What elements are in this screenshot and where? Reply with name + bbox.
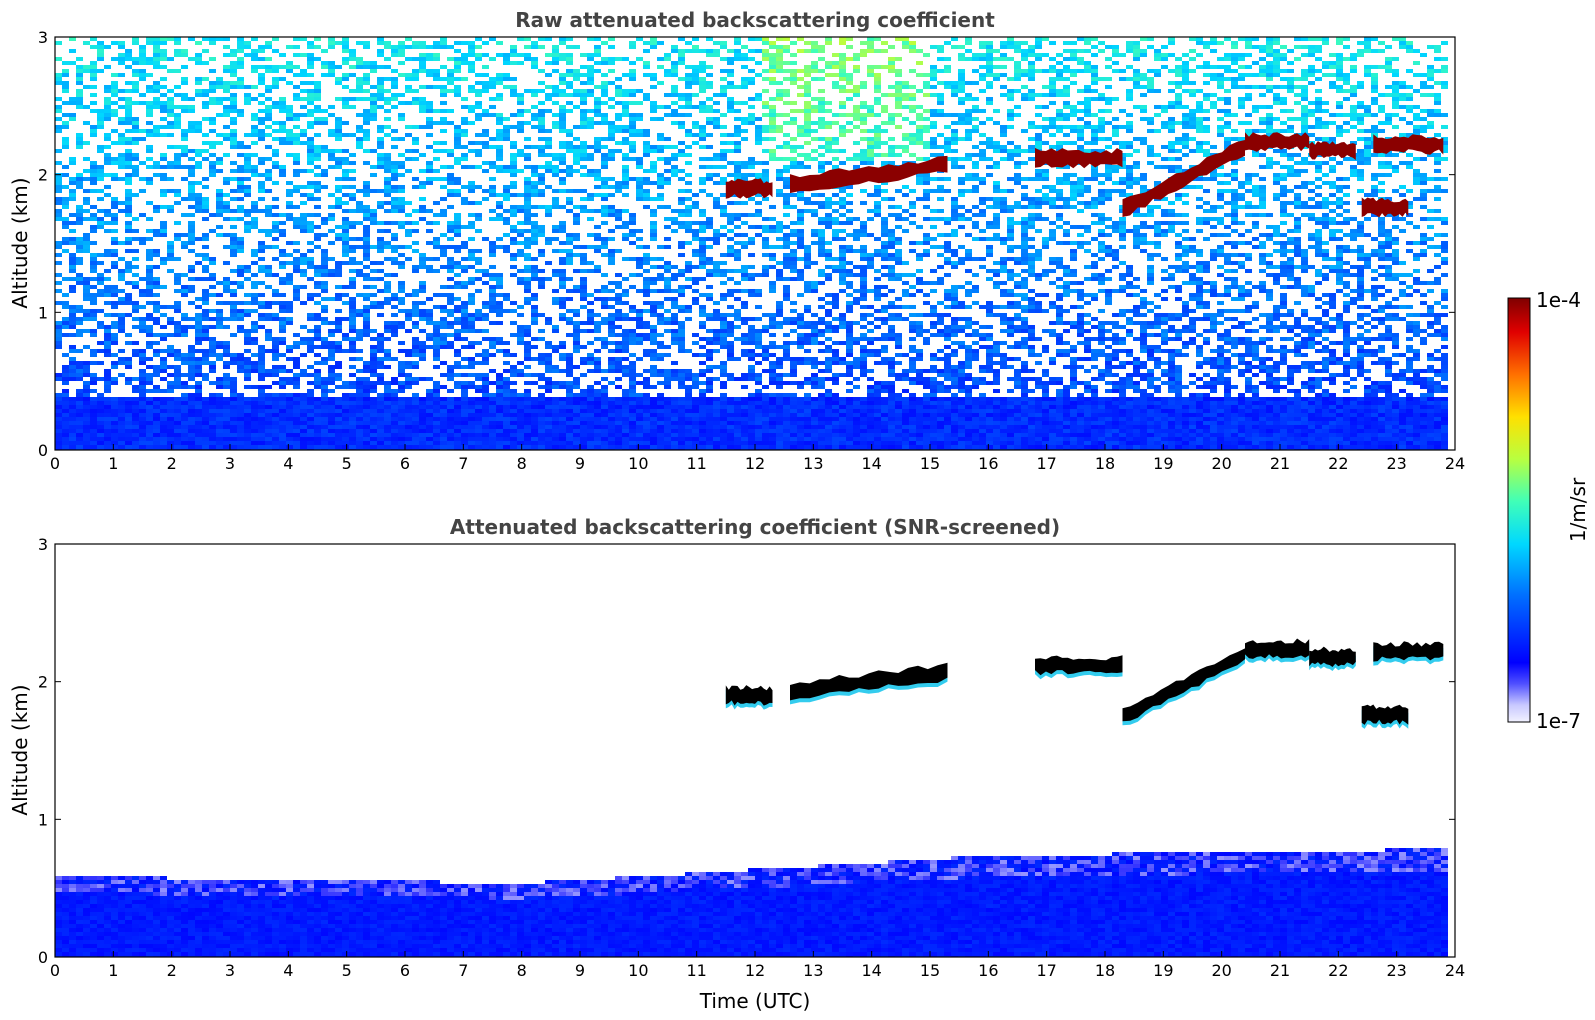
- screened-backscatter-panel: Attenuated backscattering coefficient (S…: [8, 515, 1465, 1013]
- screened-cloud-layer-2: [1035, 655, 1123, 676]
- screened-y-tick-label: 3: [38, 535, 48, 554]
- raw-x-tick-label: 17: [1036, 454, 1056, 473]
- raw-x-tick-label: 23: [1386, 454, 1406, 473]
- raw-x-tick-label: 6: [400, 454, 410, 473]
- raw-x-tick-label: 18: [1095, 454, 1115, 473]
- screened-cloud-layer-3: [1122, 648, 1245, 722]
- raw-cloud-layer-7: [1361, 197, 1409, 218]
- raw-field-cells: [55, 37, 1448, 450]
- screened-x-tick-label: 5: [342, 961, 352, 980]
- screened-x-tick-label: 7: [458, 961, 468, 980]
- raw-y-tick-label: 3: [38, 28, 48, 47]
- raw-cloud-layer-2: [1035, 147, 1123, 169]
- screened-x-tick-label: 19: [1153, 961, 1173, 980]
- raw-x-tick-label: 20: [1211, 454, 1231, 473]
- screened-y-tick-label: 2: [38, 673, 48, 692]
- raw-cloud-layer-1: [790, 155, 948, 194]
- colorbar-max-label: 1e-4: [1536, 288, 1581, 312]
- raw-x-tick-label: 0: [50, 454, 60, 473]
- raw-cloud-layer-5: [1309, 141, 1356, 161]
- screened-x-tick-label: 13: [803, 961, 823, 980]
- raw-y-tick-label: 2: [38, 166, 48, 185]
- raw-x-tick-label: 21: [1270, 454, 1290, 473]
- raw-axis-ticks: 0 1 2 3 4 5 6 7 8 9 10 11 12 13 14 15 16 17 18 19 20 21 22 23 24…: [38, 28, 1465, 473]
- screened-cloud-layer-6: [1373, 641, 1444, 662]
- screened-x-tick-label: 1: [108, 961, 118, 980]
- screened-cloud-layer-0: [725, 685, 773, 706]
- screened-x-tick-label: 21: [1270, 961, 1290, 980]
- screened-x-tick-label: 22: [1328, 961, 1348, 980]
- screened-y-tick-label: 1: [38, 810, 48, 829]
- screened-panel-title: Attenuated backscattering coefficient (S…: [450, 515, 1060, 539]
- screened-x-tick-label: 15: [920, 961, 940, 980]
- screened-cloud-layer-7: [1361, 704, 1409, 725]
- raw-x-tick-label: 15: [920, 454, 940, 473]
- screened-field-cells: [55, 848, 1448, 957]
- raw-panel-title: Raw attenuated backscattering coefficien…: [515, 8, 995, 32]
- raw-x-tick-label: 9: [575, 454, 585, 473]
- raw-y-tick-label: 1: [38, 303, 48, 322]
- screened-x-tick-label: 24: [1445, 961, 1465, 980]
- raw-cloud-layer-4: [1245, 132, 1310, 152]
- screened-x-tick-label: 6: [400, 961, 410, 980]
- screened-x-tick-label: 10: [628, 961, 648, 980]
- raw-x-tick-label: 16: [978, 454, 998, 473]
- screened-x-tick-label: 2: [167, 961, 177, 980]
- x-axis-label: Time (UTC): [699, 989, 811, 1013]
- screened-x-tick-label: 18: [1095, 961, 1115, 980]
- screened-x-tick-label: 3: [225, 961, 235, 980]
- raw-x-tick-label: 5: [342, 454, 352, 473]
- raw-x-tick-label: 19: [1153, 454, 1173, 473]
- raw-x-tick-label: 3: [225, 454, 235, 473]
- raw-y-axis-label: Altitude (km): [8, 177, 32, 308]
- raw-backscatter-panel: Raw attenuated backscattering coefficien…: [8, 8, 1465, 473]
- screened-heatmap-area: [55, 544, 1455, 957]
- raw-x-tick-label: 22: [1328, 454, 1348, 473]
- raw-y-tick-label: 0: [38, 441, 48, 460]
- raw-x-tick-label: 8: [517, 454, 527, 473]
- screened-cloud-layer-1: [790, 662, 948, 701]
- raw-heatmap-area: [55, 37, 1455, 450]
- raw-x-tick-label: 24: [1445, 454, 1465, 473]
- screened-x-tick-label: 9: [575, 961, 585, 980]
- screened-x-tick-label: 20: [1211, 961, 1231, 980]
- screened-x-tick-label: 11: [686, 961, 706, 980]
- raw-cloud-layer-6: [1373, 134, 1444, 155]
- raw-x-tick-label: 14: [861, 454, 881, 473]
- screened-x-tick-label: 8: [517, 961, 527, 980]
- screened-y-tick-label: 0: [38, 948, 48, 967]
- screened-x-tick-label: 4: [283, 961, 293, 980]
- colorbar-unit-label: 1/m/sr: [1566, 477, 1590, 542]
- screened-x-tick-label: 14: [861, 961, 881, 980]
- raw-x-tick-label: 4: [283, 454, 293, 473]
- screened-y-axis-label: Altitude (km): [8, 684, 32, 815]
- colorbar: 1e-4 1e-7 1/m/sr: [1507, 288, 1590, 733]
- raw-x-tick-label: 12: [745, 454, 765, 473]
- screened-x-tick-label: 16: [978, 961, 998, 980]
- raw-x-tick-label: 13: [803, 454, 823, 473]
- colorbar-gradient: [1507, 297, 1531, 723]
- screened-cloud-layer-5: [1309, 646, 1356, 667]
- raw-x-tick-label: 1: [108, 454, 118, 473]
- screened-x-tick-label: 23: [1386, 961, 1406, 980]
- screened-x-tick-label: 17: [1036, 961, 1056, 980]
- raw-x-tick-label: 11: [686, 454, 706, 473]
- raw-cloud-layer-3: [1122, 140, 1245, 217]
- screened-cloud-layer-4: [1245, 638, 1310, 659]
- raw-x-tick-label: 7: [458, 454, 468, 473]
- raw-x-tick-label: 10: [628, 454, 648, 473]
- colorbar-min-label: 1e-7: [1536, 709, 1581, 733]
- screened-x-tick-label: 0: [50, 961, 60, 980]
- screened-axis-ticks: 0 1 2 3 4 5 6 7 8 9 10 11 12 13 14 15 16 17 18 19 20 21 22 23 24…: [38, 535, 1465, 980]
- screened-x-tick-label: 12: [745, 961, 765, 980]
- raw-cloud-layer-0: [725, 178, 773, 199]
- raw-x-tick-label: 2: [167, 454, 177, 473]
